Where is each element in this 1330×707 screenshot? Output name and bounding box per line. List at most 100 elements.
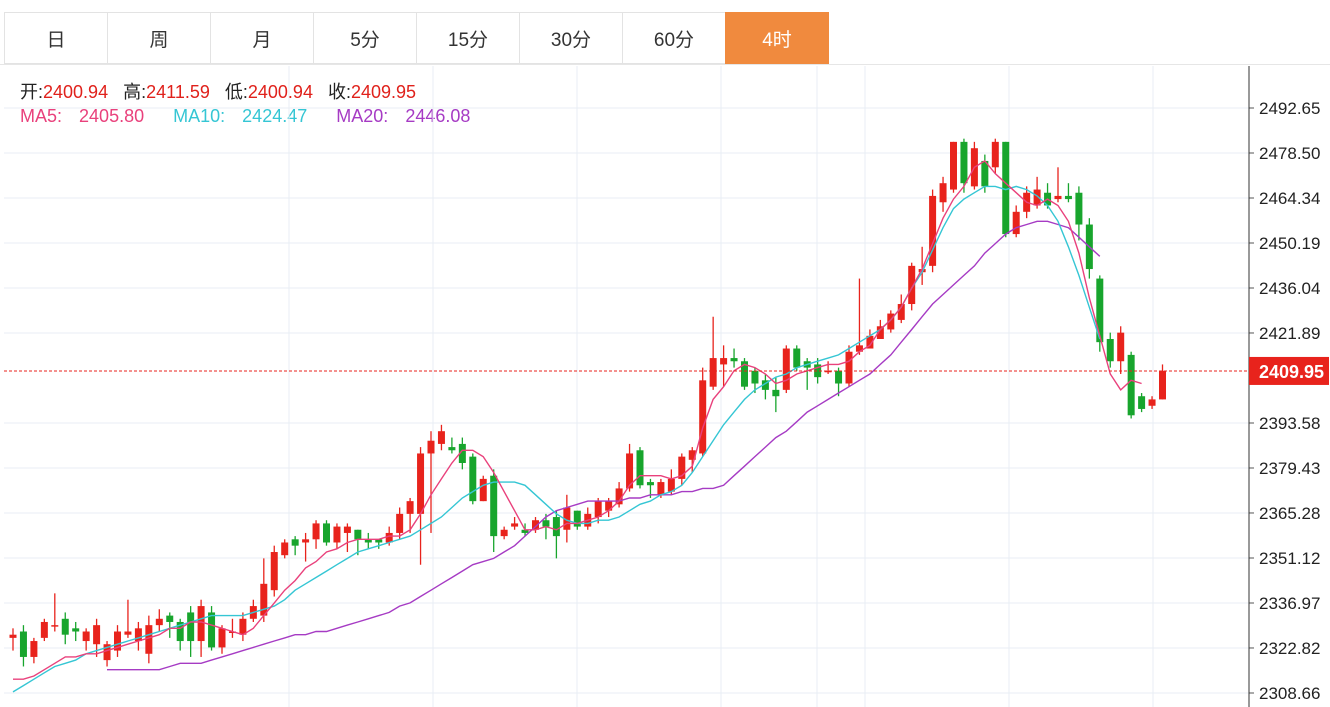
candle-body bbox=[688, 450, 696, 460]
candle-body bbox=[950, 141, 957, 190]
candle-body bbox=[730, 358, 738, 362]
candle-body bbox=[155, 618, 163, 626]
tab-1[interactable]: 周 bbox=[107, 12, 211, 64]
y-tick-label: 2351.12 bbox=[1259, 549, 1320, 568]
candle-body bbox=[1159, 370, 1166, 400]
tab-2[interactable]: 月 bbox=[210, 12, 314, 64]
candle-body bbox=[490, 475, 498, 537]
candle-body bbox=[134, 628, 142, 642]
candle-body bbox=[291, 539, 299, 546]
open-value: 2400.94 bbox=[43, 82, 109, 102]
candle-body bbox=[312, 523, 320, 540]
candle-body bbox=[1138, 396, 1146, 409]
candle-body bbox=[657, 482, 665, 495]
tab-3[interactable]: 5分 bbox=[313, 12, 417, 64]
y-tick-label: 2421.89 bbox=[1259, 324, 1320, 343]
ma10-label: MA10: bbox=[173, 106, 226, 126]
ma20-value: 2446.08 bbox=[405, 106, 471, 126]
ohlc-readout: 开:2400.94 高:2411.59 低:2400.94 收:2409.95 bbox=[20, 78, 426, 104]
candle-body bbox=[552, 517, 560, 537]
candle-body bbox=[93, 625, 101, 645]
candle-body bbox=[61, 618, 69, 635]
candle-body bbox=[187, 612, 195, 642]
period-tabs: 日周月 5分 15分 30分 60分 4时 bbox=[4, 12, 829, 64]
candle-body bbox=[1002, 141, 1010, 235]
tab-7[interactable]: 4时 bbox=[725, 12, 829, 64]
tabbar-divider bbox=[0, 64, 1330, 65]
candle-body bbox=[354, 529, 362, 540]
candle-body bbox=[40, 621, 48, 638]
candle-body bbox=[772, 389, 780, 397]
candle-body bbox=[1012, 211, 1020, 235]
candle-body bbox=[626, 453, 634, 489]
high-label: 高: bbox=[123, 82, 147, 102]
candle-body bbox=[270, 552, 278, 591]
candle-body bbox=[532, 520, 539, 530]
candle-body bbox=[417, 453, 425, 514]
candle-body bbox=[228, 631, 236, 634]
candle-body bbox=[960, 141, 968, 184]
candle-body bbox=[636, 450, 644, 486]
candle-body bbox=[197, 606, 205, 642]
ma20-line bbox=[107, 220, 1101, 671]
candle-body bbox=[908, 265, 916, 305]
y-tick-label: 2436.04 bbox=[1259, 279, 1320, 298]
candle-body bbox=[709, 358, 717, 387]
candle-body bbox=[876, 326, 884, 339]
close-value: 2409.95 bbox=[351, 82, 417, 102]
candle-body bbox=[855, 345, 863, 352]
candle-body bbox=[563, 507, 571, 530]
tab-4[interactable]: 15分 bbox=[416, 12, 520, 64]
candle-body bbox=[699, 380, 707, 454]
candle-body bbox=[1033, 189, 1041, 206]
y-tick-label: 2478.50 bbox=[1259, 144, 1320, 163]
candle-body bbox=[82, 631, 90, 642]
tab-6[interactable]: 60分 bbox=[622, 12, 726, 64]
candle-body bbox=[218, 628, 226, 648]
candle-body bbox=[343, 526, 351, 533]
y-tick-label: 2308.66 bbox=[1259, 684, 1320, 703]
candle-body bbox=[521, 529, 529, 533]
candle-body bbox=[281, 542, 289, 556]
candle-body bbox=[114, 631, 121, 651]
candle-body bbox=[19, 631, 27, 657]
candle-body bbox=[145, 625, 153, 654]
ma10-value: 2424.47 bbox=[242, 106, 308, 126]
candle-body bbox=[1127, 354, 1135, 416]
y-tick-label: 2464.34 bbox=[1259, 189, 1320, 208]
ma5-line bbox=[13, 159, 1142, 680]
candle-body bbox=[364, 539, 372, 543]
candle-body bbox=[260, 583, 268, 616]
low-value: 2400.94 bbox=[247, 82, 313, 102]
candle-body bbox=[448, 447, 456, 451]
y-tick-label: 2365.28 bbox=[1259, 504, 1320, 523]
candle-body bbox=[302, 539, 310, 543]
candle-body bbox=[542, 520, 550, 527]
candle-body bbox=[866, 335, 874, 349]
current-price-label: 2409.95 bbox=[1259, 362, 1324, 382]
ma10-line bbox=[12, 185, 1101, 693]
candle-body bbox=[667, 478, 675, 492]
candle-body bbox=[427, 440, 435, 454]
y-tick-label: 2393.58 bbox=[1259, 414, 1320, 433]
candle-body bbox=[437, 431, 445, 444]
candle-body bbox=[176, 621, 184, 642]
candle-body bbox=[333, 526, 341, 543]
candle-body bbox=[605, 501, 613, 511]
candle-body bbox=[396, 513, 404, 533]
candle-body bbox=[573, 510, 581, 527]
candle-body bbox=[1117, 332, 1125, 362]
open-label: 开: bbox=[20, 82, 44, 102]
tab-0[interactable]: 日 bbox=[4, 12, 108, 64]
candle-body bbox=[991, 141, 999, 168]
candle-body bbox=[939, 183, 947, 203]
ma20-readout: MA20: 2446.08 bbox=[336, 106, 482, 126]
low-label: 低: bbox=[224, 82, 248, 102]
ma5-readout: MA5: 2405.80 bbox=[20, 106, 156, 126]
ma5-value: 2405.80 bbox=[79, 106, 145, 126]
tab-5[interactable]: 30分 bbox=[519, 12, 623, 64]
candle-body bbox=[1064, 195, 1072, 200]
candle-body bbox=[814, 364, 822, 378]
candle-body bbox=[9, 634, 17, 638]
